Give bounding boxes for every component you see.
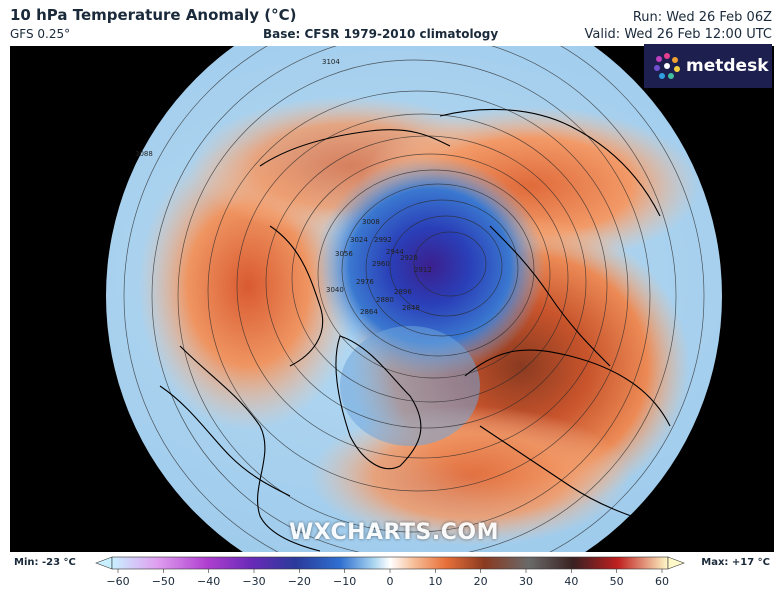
scale-tick-label: −60 [106,575,129,588]
contour-label: 2912 [414,266,432,274]
climatology-base-label: Base: CFSR 1979-2010 climatology [263,27,499,41]
map-svg: 3088 3104 3056 3040 3024 3008 2992 2976 … [106,46,722,552]
model-label: GFS 0.25° [10,27,71,41]
metdesk-logo-text: metdesk [686,56,769,76]
anomaly-field [106,46,722,552]
wxcharts-watermark: WXCHARTS.COM [289,520,499,545]
color-scale-legend: Min: -23 °C Max: +17 °C [0,552,784,600]
scale-tick-label: −20 [288,575,311,588]
contour-labels: 3088 3104 3056 3040 3024 3008 2992 2976 … [135,58,432,316]
contour-label: 2848 [402,304,420,312]
scale-ticks: −60 −50 −40 −30 −20 −10 0 10 20 30 40 50 60 [106,569,669,588]
contour-label: 2944 [386,248,404,256]
contour-label: 2960 [372,260,390,268]
valid-time-label: Valid: Wed 26 Feb 12:00 UTC [584,27,772,42]
contour-label: 2880 [376,296,394,304]
contour-label: 2864 [360,308,378,316]
scale-tick-label: 60 [655,575,669,588]
contour-label: 2992 [374,236,392,244]
contour-label: 3008 [362,218,380,226]
contour-label: 2976 [356,278,374,286]
chart-title: 10 hPa Temperature Anomaly (°C) [10,6,297,24]
scale-tick-label: 10 [428,575,442,588]
scale-gradient [111,556,669,570]
cold-anomaly-polar-vortex [315,156,545,376]
scale-tick-label: 20 [474,575,488,588]
coastlines [159,108,671,552]
scale-tick-label: 50 [610,575,624,588]
scale-tick-label: 40 [564,575,578,588]
max-value-label: Max: +17 °C [701,557,770,568]
geopotential-contours [123,46,705,552]
contour-label: 3104 [322,58,340,66]
metdesk-logo-icon [654,53,680,79]
contour-label: 2928 [400,254,418,262]
scale-tick-label: −50 [152,575,175,588]
cold-anomaly-greenland [340,326,480,446]
contour-label: 3024 [350,236,368,244]
contour-label: 2896 [394,288,412,296]
metdesk-logo: metdesk [644,44,772,88]
scale-tick-label: −40 [197,575,220,588]
scale-tick-label: 0 [387,575,394,588]
color-scale-bar: −60 −50 −40 −30 −20 −10 0 10 20 30 40 50 60 [95,556,685,588]
min-value-label: Min: -23 °C [14,557,76,568]
contour-label: 3040 [326,286,344,294]
scale-tick-label: −30 [242,575,265,588]
chart-header: 10 hPa Temperature Anomaly (°C) GFS 0.25… [0,0,784,46]
scale-tick-label: −10 [333,575,356,588]
scale-tick-label: 30 [519,575,533,588]
scale-min-arrow [95,556,113,570]
polar-map: 3088 3104 3056 3040 3024 3008 2992 2976 … [10,46,774,552]
contour-label: 3088 [135,150,153,158]
contour-label: 3056 [335,250,353,258]
scale-max-arrow [667,556,685,570]
run-time-label: Run: Wed 26 Feb 06Z [632,10,772,25]
